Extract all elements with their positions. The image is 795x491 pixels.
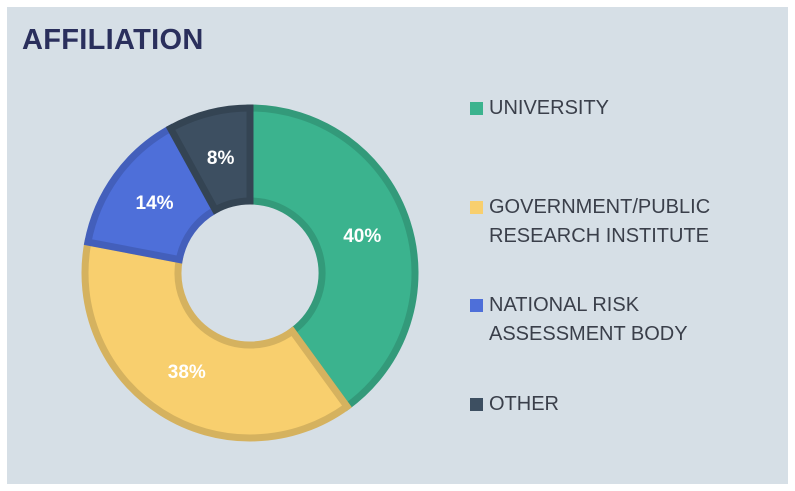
legend-label: GOVERNMENT/PUBLIC RESEARCH INSTITUTE (489, 195, 711, 247)
legend-item: UNIVERSITY (470, 94, 740, 123)
legend-swatch (470, 397, 483, 411)
slice-label: 8% (207, 148, 235, 169)
donut-slice (83, 123, 221, 264)
legend-swatch (470, 200, 483, 214)
donut-chart: 40% 38% 14% 8% (81, 104, 419, 442)
donut-slice (165, 104, 254, 215)
legend-label: UNIVERSITY (489, 97, 610, 119)
legend-item: GOVERNMENT/PUBLIC RESEARCH INSTITUTE (470, 193, 740, 251)
chart-card: AFFILIATION 40% 38% 14% 8% UNIVERSITY GOVERN… (7, 7, 788, 484)
donut-slice (246, 104, 419, 412)
donut-slice (81, 237, 352, 442)
slice-label: 14% (136, 193, 174, 214)
chart-title: AFFILIATION (22, 24, 204, 56)
legend-item: NATIONAL RISK ASSESSMENT BODY (470, 291, 740, 349)
legend-label: OTHER (489, 392, 559, 415)
legend-label: NATIONAL RISK ASSESSMENT BODY (489, 294, 688, 345)
legend-swatch (470, 299, 483, 312)
legend-item: OTHER (470, 390, 740, 419)
slice-label: 38% (168, 362, 206, 383)
slice-label: 40% (343, 226, 381, 247)
legend-swatch (470, 102, 483, 115)
